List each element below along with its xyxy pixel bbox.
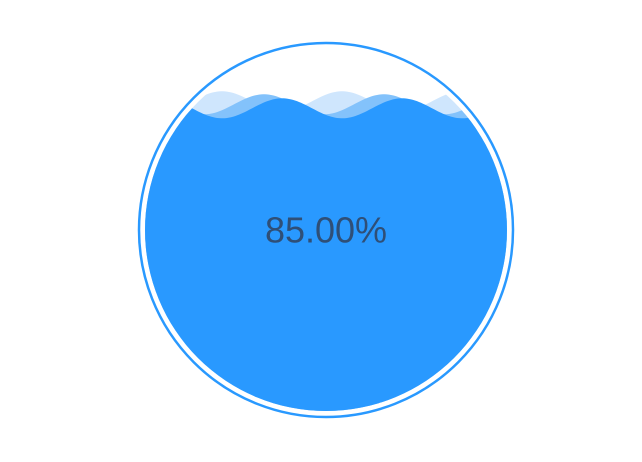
liquid-body (145, 91, 507, 411)
front-wave (145, 98, 507, 411)
outline-ring (137, 41, 515, 419)
value-label: 85.00% (265, 210, 387, 251)
